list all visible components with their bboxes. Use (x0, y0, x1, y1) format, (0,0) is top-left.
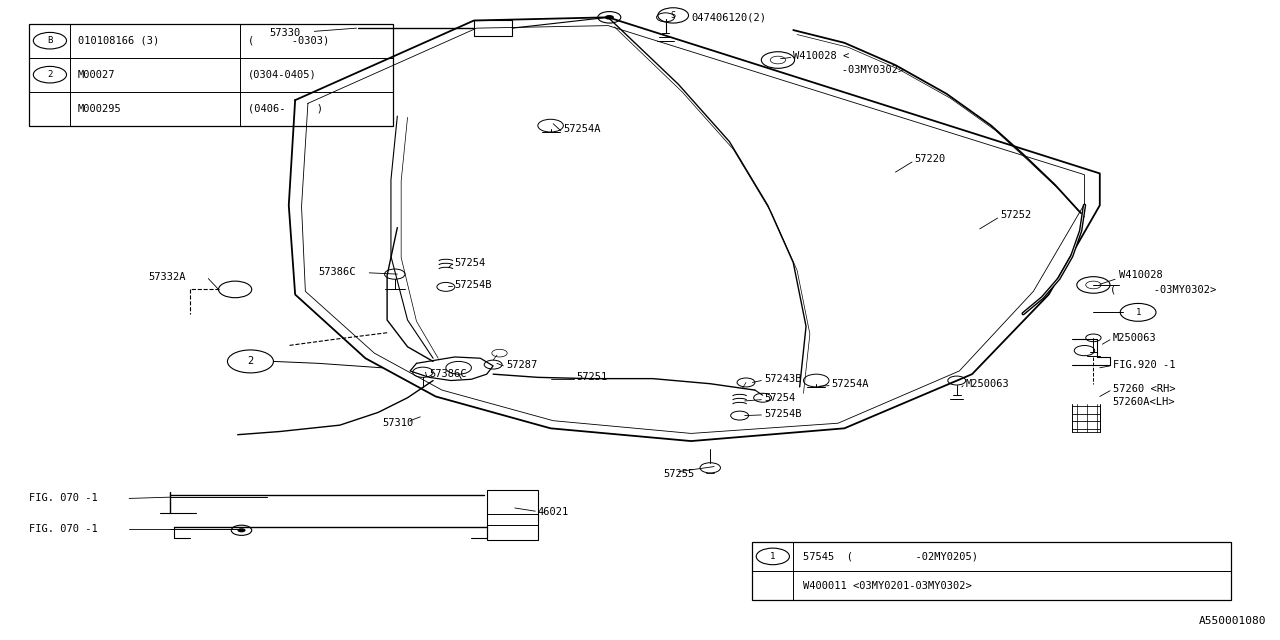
Text: 57260 <RH>: 57260 <RH> (1112, 384, 1175, 394)
Bar (753, 541, 1231, 600)
Text: 57260A<LH>: 57260A<LH> (1112, 397, 1175, 406)
Text: 57251: 57251 (576, 372, 608, 382)
Text: (0406-     ): (0406- ) (248, 104, 323, 114)
Text: FIG.920 -1: FIG.920 -1 (1112, 360, 1175, 370)
Text: 57310: 57310 (381, 418, 413, 428)
Circle shape (237, 528, 246, 532)
Text: 047406120(2): 047406120(2) (691, 12, 767, 22)
Text: 57254: 57254 (454, 258, 486, 268)
Text: W410028: W410028 (1119, 270, 1162, 280)
Text: -03MY0302>: -03MY0302> (823, 65, 904, 75)
Text: 57545  (          -02MY0205): 57545 ( -02MY0205) (804, 552, 978, 561)
Bar (29, 24, 393, 125)
Text: 57254B: 57254B (764, 409, 801, 419)
Text: M000295: M000295 (78, 104, 122, 114)
Text: 2: 2 (47, 70, 52, 79)
Text: W400011 <03MY0201-03MY0302>: W400011 <03MY0201-03MY0302> (804, 580, 973, 591)
Bar (486, 490, 538, 540)
Text: M250063: M250063 (965, 379, 1010, 388)
Text: S: S (671, 11, 676, 20)
Text: 57220: 57220 (915, 154, 946, 164)
Text: 57287: 57287 (506, 360, 538, 370)
Text: FIG. 070 -1: FIG. 070 -1 (29, 493, 99, 504)
Text: FIG. 070 -1: FIG. 070 -1 (29, 524, 99, 534)
Text: 57254A: 57254A (563, 124, 600, 134)
Text: 57254B: 57254B (454, 280, 493, 290)
Text: W410028 <: W410028 < (794, 51, 850, 61)
Text: 2: 2 (247, 356, 253, 367)
Text: 57254: 57254 (764, 393, 795, 403)
Text: (0304-0405): (0304-0405) (248, 70, 316, 79)
Text: B: B (47, 36, 52, 45)
Text: 57254A: 57254A (832, 379, 869, 388)
Text: M00027: M00027 (78, 70, 115, 79)
Text: M250063: M250063 (1112, 333, 1156, 343)
Text: 1: 1 (771, 552, 776, 561)
Circle shape (604, 15, 614, 20)
Text: 1: 1 (1135, 308, 1140, 317)
Text: 010108166 (3): 010108166 (3) (78, 36, 159, 45)
Bar (474, 20, 512, 36)
Text: 57330: 57330 (270, 28, 301, 38)
Text: 57255: 57255 (663, 469, 694, 479)
Text: 57252: 57252 (1000, 210, 1032, 220)
Text: (      -03MY0302>: ( -03MY0302> (1110, 284, 1216, 294)
Text: 57243B: 57243B (764, 374, 801, 383)
Text: 46021: 46021 (538, 508, 570, 518)
Text: (      -0303): ( -0303) (248, 36, 329, 45)
Text: 57386C: 57386C (319, 267, 356, 276)
Text: 57386C: 57386C (429, 369, 467, 379)
Text: 57332A: 57332A (148, 272, 186, 282)
Text: A550001080: A550001080 (1198, 616, 1266, 626)
